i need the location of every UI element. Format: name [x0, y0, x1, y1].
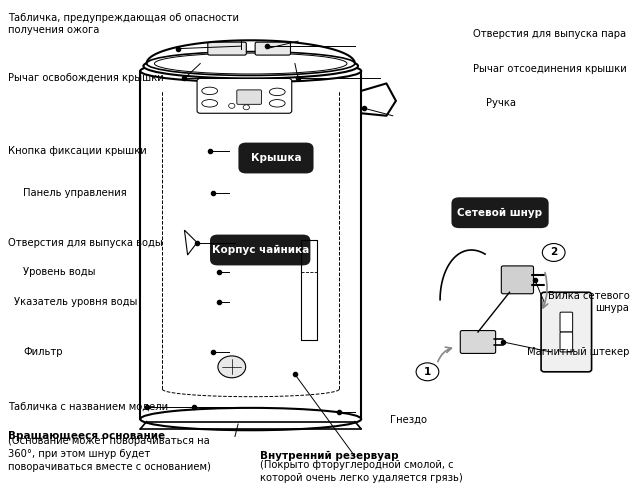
Text: (Основание может поворачиваться на
360°, при этом шнур будет
поворачиваться вмес: (Основание может поворачиваться на 360°,…	[8, 436, 210, 472]
Ellipse shape	[140, 408, 361, 430]
Circle shape	[542, 244, 565, 262]
Text: Рычаг отсоединения крышки: Рычаг отсоединения крышки	[472, 64, 626, 74]
Text: 2: 2	[550, 248, 557, 258]
FancyBboxPatch shape	[560, 332, 573, 352]
Text: Отверстия для выпуска воды: Отверстия для выпуска воды	[8, 238, 162, 248]
Ellipse shape	[202, 87, 217, 94]
FancyBboxPatch shape	[451, 198, 548, 228]
FancyBboxPatch shape	[237, 90, 261, 104]
Text: Вилка сетевого
шнура: Вилка сетевого шнура	[548, 291, 630, 314]
FancyBboxPatch shape	[560, 312, 573, 332]
FancyBboxPatch shape	[238, 142, 314, 174]
FancyBboxPatch shape	[197, 78, 292, 114]
Text: Гнездо: Гнездо	[391, 415, 427, 425]
Text: 1: 1	[424, 367, 431, 377]
Text: Корпус чайника: Корпус чайника	[212, 245, 309, 255]
Ellipse shape	[140, 60, 361, 82]
Ellipse shape	[202, 100, 217, 107]
Ellipse shape	[143, 54, 358, 78]
FancyBboxPatch shape	[210, 234, 311, 266]
FancyBboxPatch shape	[541, 292, 592, 372]
Ellipse shape	[146, 52, 355, 76]
Text: Панель управления: Панель управления	[23, 188, 127, 198]
Text: Указатель уровня воды: Указатель уровня воды	[14, 297, 138, 307]
Polygon shape	[184, 230, 197, 255]
Text: Рычаг освобождения крышки: Рычаг освобождения крышки	[8, 74, 164, 84]
Text: Крышка: Крышка	[250, 153, 301, 163]
Ellipse shape	[269, 100, 285, 107]
Text: (Покрыто фторуглеродной смолой, с
которой очень легко удаляется грязь): (Покрыто фторуглеродной смолой, с которо…	[260, 460, 463, 483]
FancyBboxPatch shape	[501, 266, 533, 294]
Circle shape	[229, 104, 235, 108]
Text: Вращающееся основание: Вращающееся основание	[8, 432, 165, 442]
Circle shape	[416, 363, 439, 381]
Circle shape	[243, 105, 249, 110]
FancyBboxPatch shape	[460, 330, 496, 353]
Text: Внутренний резервуар: Внутренний резервуар	[260, 452, 399, 462]
Text: Ручка: Ручка	[486, 98, 516, 108]
Text: Кнопка фиксации крышки: Кнопка фиксации крышки	[8, 146, 146, 156]
Text: Уровень воды: Уровень воды	[23, 268, 96, 278]
FancyBboxPatch shape	[255, 42, 290, 55]
Text: Сетевой шнур: Сетевой шнур	[458, 208, 543, 218]
Text: Табличка, предупреждающая об опасности
получения ожога: Табличка, предупреждающая об опасности п…	[8, 12, 239, 35]
Text: Магнитный штекер: Магнитный штекер	[527, 347, 630, 357]
Ellipse shape	[269, 88, 285, 96]
Text: Фильтр: Фильтр	[23, 347, 63, 357]
Text: Отверстия для выпуска пара: Отверстия для выпуска пара	[473, 28, 626, 38]
FancyBboxPatch shape	[208, 42, 246, 55]
Circle shape	[218, 356, 245, 378]
Text: Табличка с названием модели: Табличка с названием модели	[8, 402, 168, 411]
